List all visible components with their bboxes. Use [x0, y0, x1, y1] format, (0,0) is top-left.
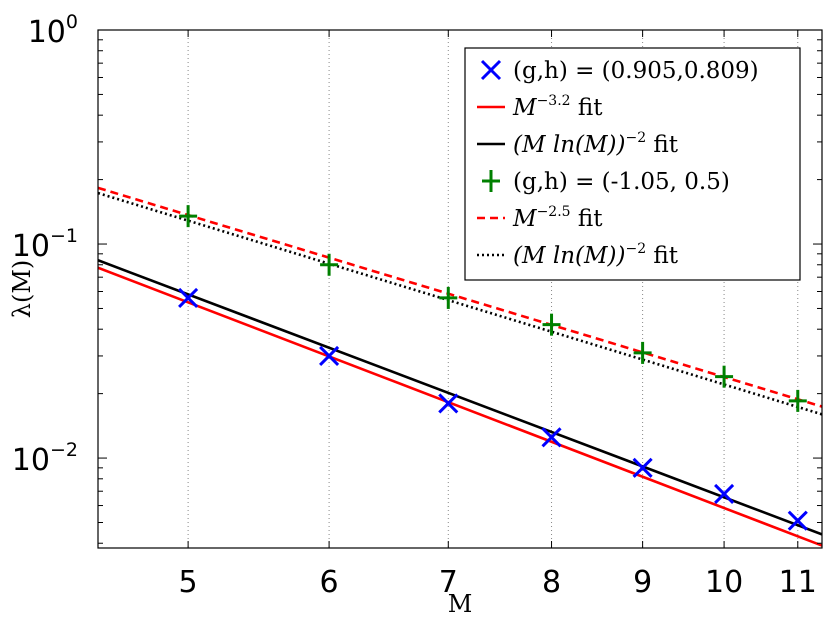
x-tick-label: 11: [779, 565, 817, 600]
legend: (g,h) = (0.905,0.809) M−3.2 fit (M ln(M))−…: [464, 47, 801, 281]
x-tick-label: 9: [633, 565, 652, 600]
series-layer: [98, 186, 822, 547]
data-point-0-1: [319, 345, 340, 367]
legend-label-0: (g,h) = (0.905,0.809): [513, 58, 759, 84]
x-tick-label: 6: [320, 565, 339, 600]
y-tick-label: 10−1: [12, 225, 78, 264]
y-tick-label: 100: [28, 11, 78, 50]
legend-label-1: M−3.2 fit: [512, 93, 603, 121]
series-line-4: [98, 186, 822, 408]
y-tick-label: 10−2: [12, 439, 78, 478]
series-line-5: [98, 191, 822, 416]
data-point-0-6: [787, 510, 808, 531]
x-axis-label: M: [448, 590, 473, 618]
legend-label-5: (M ln(M))−2 fit: [513, 241, 679, 269]
data-point-0-5: [714, 483, 735, 504]
x-tick-label: 5: [179, 565, 198, 600]
plot-frame: [97, 29, 823, 549]
ticks: 5 6 7 8 9 10 11 100 10−1 10−2: [12, 11, 822, 600]
data-point-0-3: [541, 427, 562, 448]
x-tick-label: 10: [705, 565, 743, 600]
plot-area: [98, 186, 822, 547]
y-axis-label: λ(M): [8, 260, 36, 319]
data-point-0-0: [178, 287, 199, 308]
x-tick-label: 7: [439, 565, 458, 600]
data-point-0-4: [632, 457, 653, 478]
x-tick-label: 8: [542, 565, 561, 600]
legend-label-3: (g,h) = (-1.05, 0.5): [513, 169, 730, 195]
legend-label-2: (M ln(M))−2 fit: [513, 130, 679, 158]
legend-label-4: M−2.5 fit: [512, 204, 603, 232]
legend-box: [464, 47, 801, 281]
legend-marker-0: [480, 59, 502, 81]
data-point-0-2: [438, 393, 459, 414]
series-line-2: [98, 259, 822, 536]
series-line-1: [98, 266, 822, 547]
